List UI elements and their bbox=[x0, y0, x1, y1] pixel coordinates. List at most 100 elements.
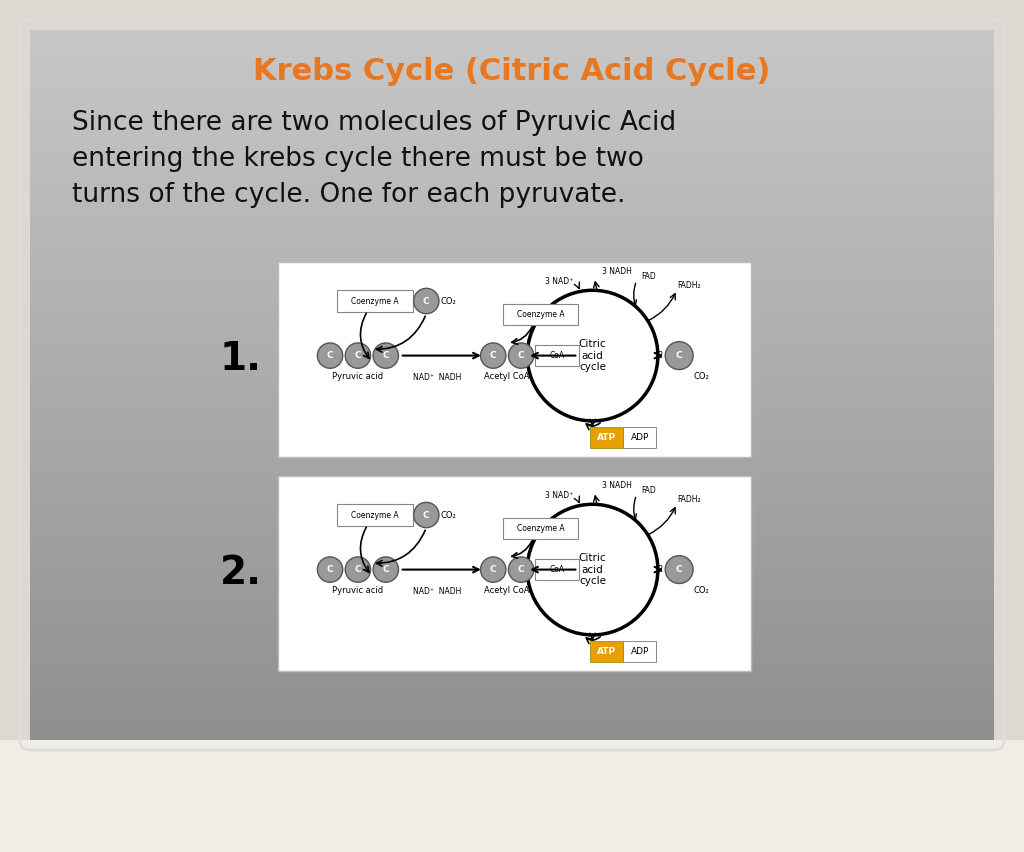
Bar bbox=[30, 613, 994, 617]
Circle shape bbox=[509, 343, 534, 368]
Circle shape bbox=[666, 342, 693, 370]
Bar bbox=[30, 59, 994, 63]
Bar bbox=[30, 385, 994, 389]
Circle shape bbox=[414, 288, 439, 314]
Bar bbox=[30, 531, 994, 535]
Bar bbox=[30, 239, 994, 244]
FancyBboxPatch shape bbox=[624, 641, 656, 662]
FancyBboxPatch shape bbox=[503, 304, 579, 325]
Bar bbox=[30, 541, 994, 546]
Bar bbox=[30, 130, 994, 134]
Bar bbox=[30, 371, 994, 376]
Bar bbox=[30, 339, 994, 343]
Text: Acetyl CoA: Acetyl CoA bbox=[484, 586, 529, 596]
Bar bbox=[30, 169, 994, 173]
Bar bbox=[30, 336, 994, 340]
Bar bbox=[30, 364, 994, 368]
Bar bbox=[30, 133, 994, 137]
Bar bbox=[30, 672, 994, 677]
Text: FAD: FAD bbox=[642, 486, 656, 495]
Text: Coenzyme A: Coenzyme A bbox=[517, 310, 564, 320]
Bar bbox=[30, 300, 994, 304]
Bar bbox=[30, 378, 994, 383]
Bar bbox=[30, 605, 994, 610]
Bar bbox=[30, 669, 994, 674]
Bar bbox=[30, 648, 994, 653]
Text: FAD: FAD bbox=[642, 272, 656, 280]
Bar bbox=[30, 683, 994, 688]
Bar bbox=[30, 37, 994, 42]
Text: CoA: CoA bbox=[550, 351, 564, 360]
Text: Pyruvic acid: Pyruvic acid bbox=[333, 586, 383, 596]
Bar bbox=[30, 51, 994, 56]
Bar bbox=[30, 190, 994, 194]
Text: CoA: CoA bbox=[550, 565, 564, 574]
Bar bbox=[30, 392, 994, 397]
Bar bbox=[30, 623, 994, 627]
Bar bbox=[30, 736, 994, 741]
Bar bbox=[30, 69, 994, 73]
Bar bbox=[30, 310, 994, 315]
Bar bbox=[30, 321, 994, 325]
Bar bbox=[30, 403, 994, 407]
Bar bbox=[30, 55, 994, 60]
Text: C: C bbox=[489, 351, 497, 360]
Circle shape bbox=[345, 557, 371, 582]
Bar bbox=[30, 268, 994, 273]
Bar bbox=[30, 630, 994, 635]
Bar bbox=[30, 179, 994, 184]
Bar bbox=[30, 598, 994, 602]
Bar bbox=[30, 626, 994, 631]
Bar bbox=[30, 552, 994, 556]
Bar bbox=[30, 492, 994, 496]
Bar bbox=[30, 264, 994, 269]
Bar bbox=[30, 140, 994, 145]
Text: Since there are two molecules of Pyruvic Acid
entering the krebs cycle there mus: Since there are two molecules of Pyruvic… bbox=[72, 110, 676, 208]
Bar bbox=[30, 438, 994, 443]
Bar bbox=[30, 314, 994, 319]
Circle shape bbox=[317, 343, 343, 368]
Bar bbox=[30, 279, 994, 283]
Circle shape bbox=[666, 556, 693, 584]
Bar bbox=[30, 204, 994, 209]
Bar bbox=[30, 534, 994, 538]
FancyBboxPatch shape bbox=[337, 291, 413, 312]
Circle shape bbox=[345, 343, 371, 368]
Bar bbox=[30, 243, 994, 248]
Bar bbox=[30, 662, 994, 666]
Text: C: C bbox=[383, 351, 389, 360]
Text: 2: 2 bbox=[657, 351, 663, 360]
Bar bbox=[30, 72, 994, 78]
Bar bbox=[30, 176, 994, 180]
Bar bbox=[30, 48, 994, 52]
FancyBboxPatch shape bbox=[591, 641, 624, 662]
Bar bbox=[30, 619, 994, 624]
Bar bbox=[30, 218, 994, 222]
Bar bbox=[30, 424, 994, 429]
Text: ADP: ADP bbox=[631, 647, 649, 656]
Bar bbox=[0, 740, 1024, 852]
Bar bbox=[30, 331, 994, 337]
Bar bbox=[30, 676, 994, 681]
Bar bbox=[30, 690, 994, 695]
Bar bbox=[30, 538, 994, 542]
Bar bbox=[30, 165, 994, 170]
Bar bbox=[30, 154, 994, 158]
Bar bbox=[30, 509, 994, 514]
Bar bbox=[30, 406, 994, 411]
Bar bbox=[30, 477, 994, 482]
Bar bbox=[30, 229, 994, 233]
Bar bbox=[30, 215, 994, 219]
Text: CO₂: CO₂ bbox=[693, 585, 709, 595]
Bar bbox=[30, 105, 994, 109]
Bar bbox=[30, 161, 994, 166]
Bar bbox=[30, 325, 994, 329]
Bar bbox=[30, 513, 994, 517]
Bar bbox=[30, 303, 994, 308]
Bar bbox=[30, 108, 994, 112]
Bar bbox=[30, 328, 994, 333]
Bar bbox=[30, 225, 994, 230]
Bar bbox=[30, 456, 994, 461]
Text: ATP: ATP bbox=[597, 433, 616, 442]
Bar bbox=[30, 449, 994, 453]
